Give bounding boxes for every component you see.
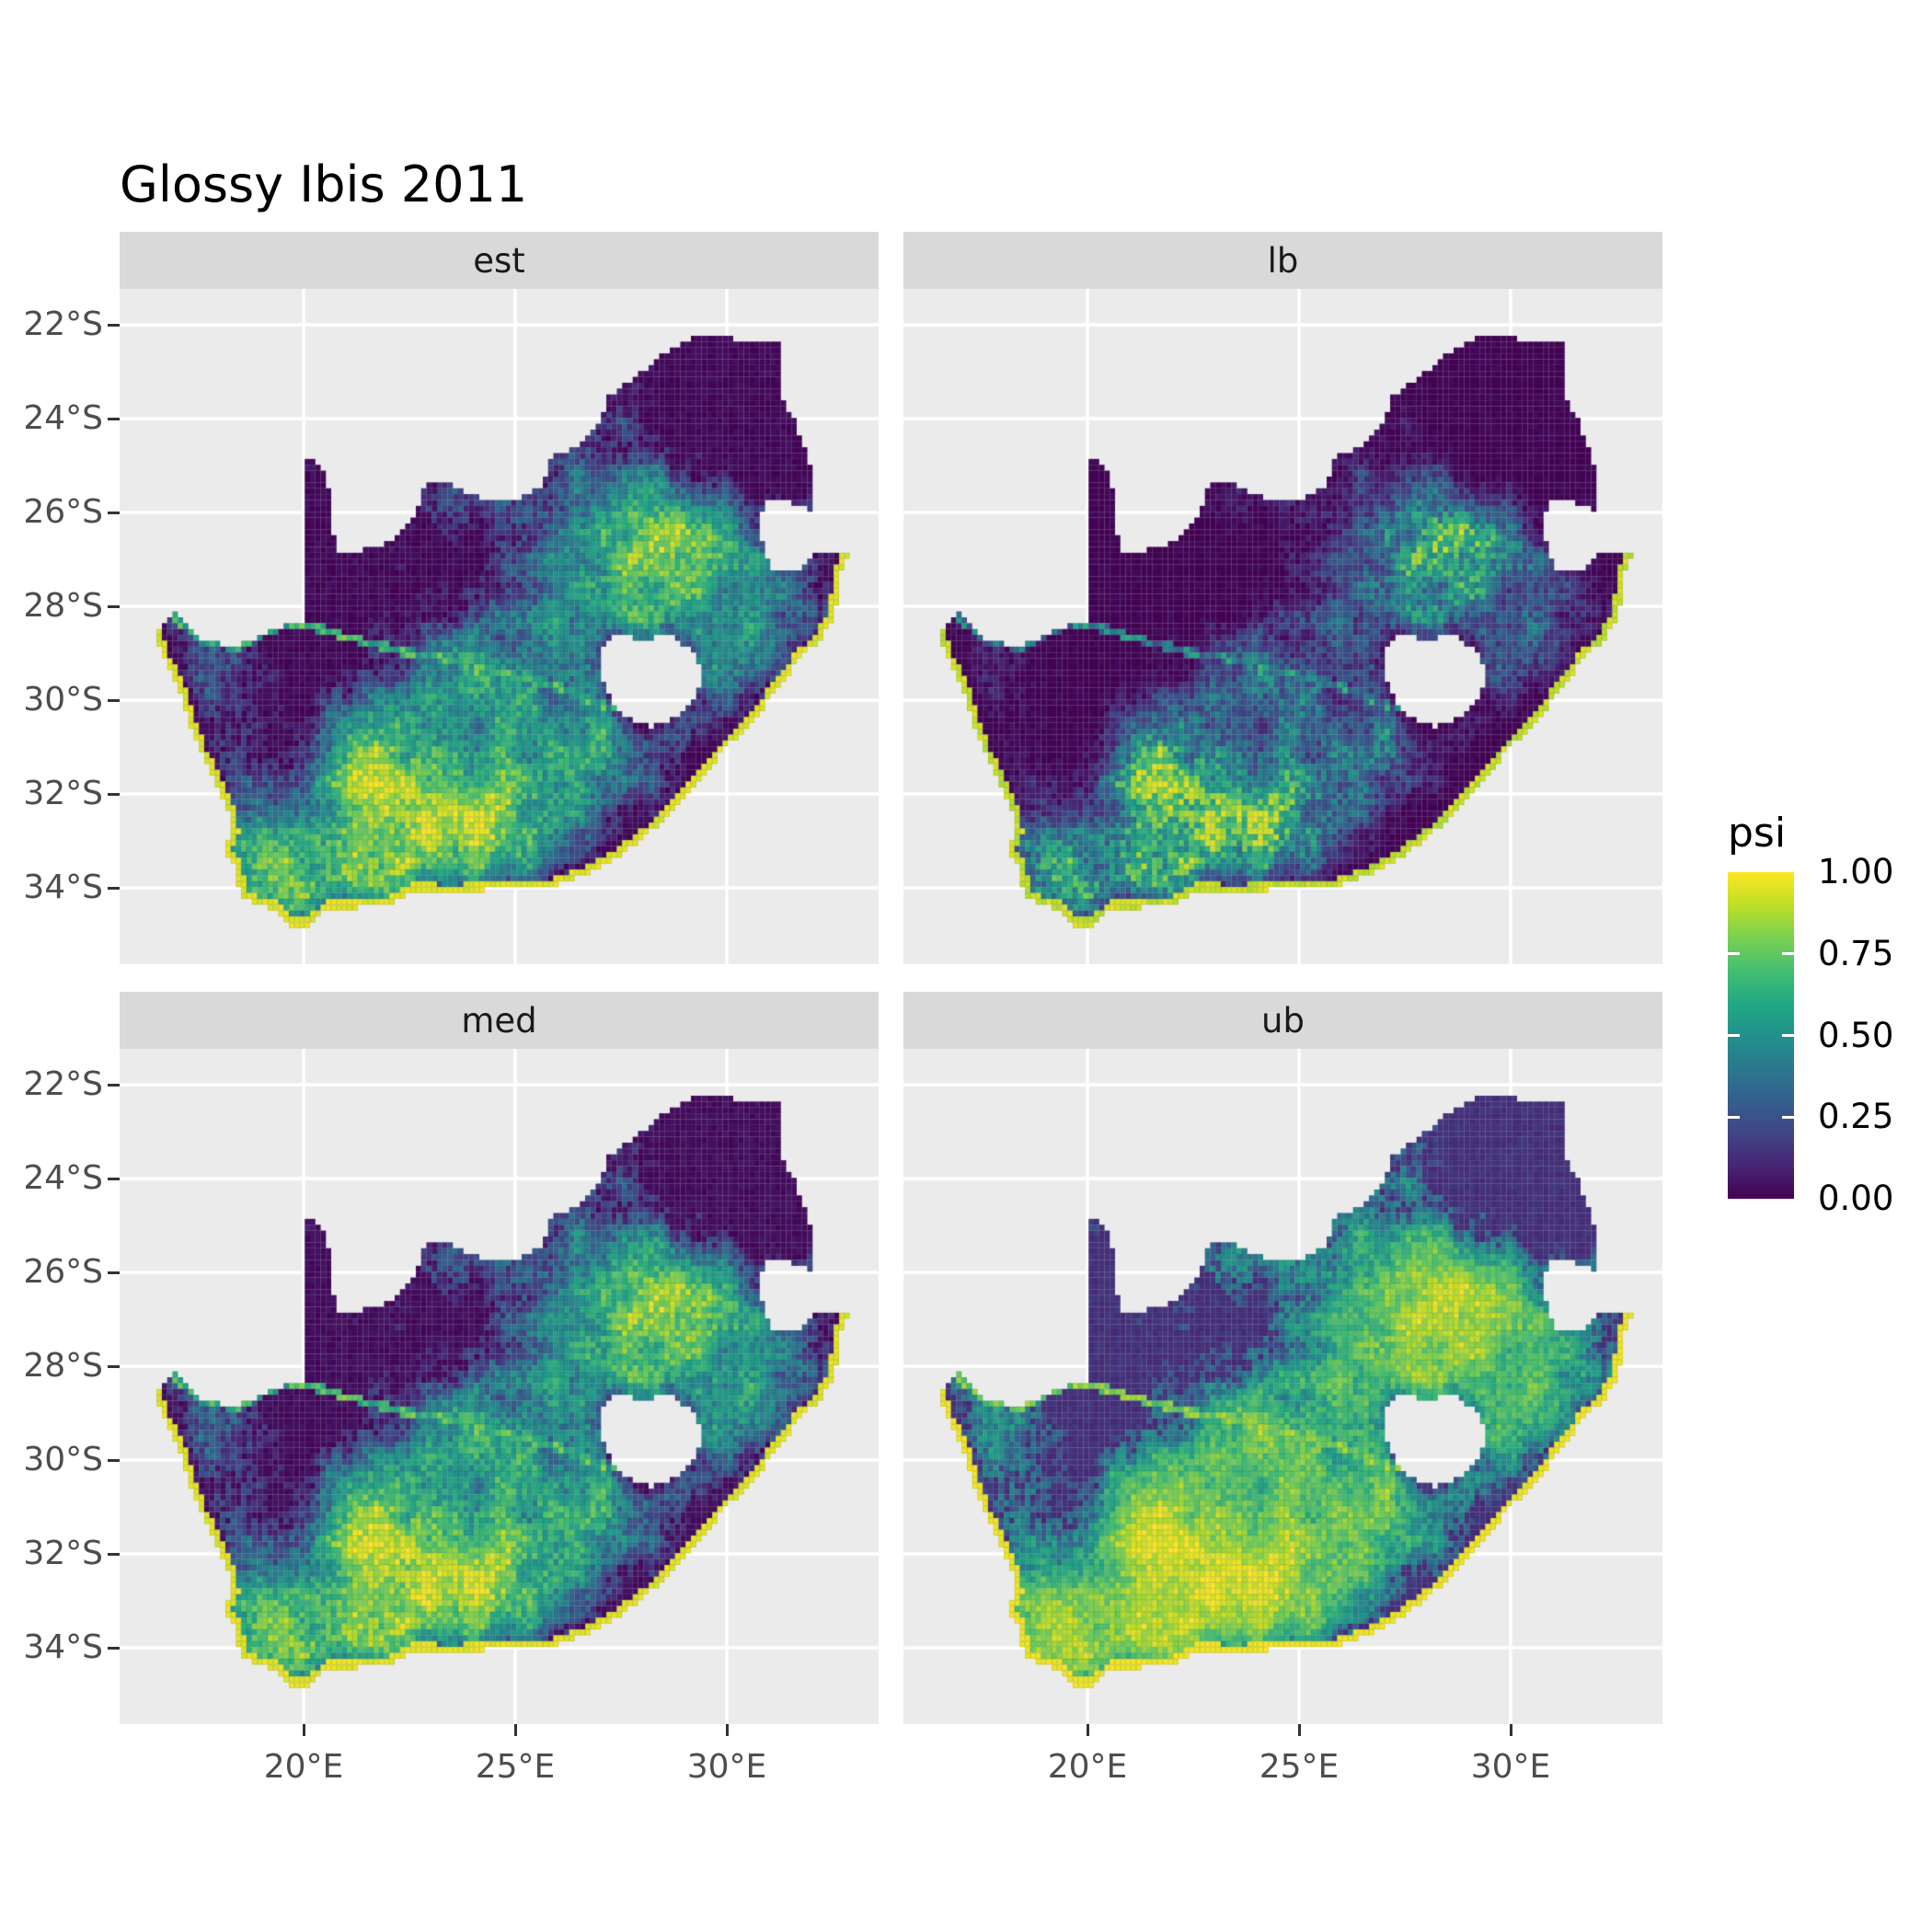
legend-title: psi xyxy=(1728,810,1787,857)
x-axis-label: 30°E xyxy=(686,1748,767,1786)
map-panel-ub xyxy=(903,1049,1662,1724)
y-axis-tick-mark xyxy=(108,698,120,702)
legend-tick-mark xyxy=(1728,1034,1740,1037)
x-axis-tick-mark xyxy=(725,1724,729,1736)
legend-tick-mark xyxy=(1782,1034,1794,1037)
y-axis-tick-mark xyxy=(108,417,120,420)
map-canvas-ub xyxy=(903,1049,1662,1724)
x-axis-tick-mark xyxy=(1086,1724,1089,1736)
x-axis-tick-mark xyxy=(1509,1724,1512,1736)
y-axis-tick-mark xyxy=(108,511,120,514)
facet-strip-label: est xyxy=(473,240,525,281)
y-axis-label: 24°S xyxy=(23,399,103,437)
y-axis-label: 30°S xyxy=(23,681,103,719)
x-axis-tick-mark xyxy=(513,1724,517,1736)
y-axis-label: 22°S xyxy=(23,1065,103,1103)
y-axis-tick-mark xyxy=(108,1458,120,1462)
y-axis-label: 28°S xyxy=(23,1347,103,1385)
map-panel-lb xyxy=(903,289,1662,964)
y-axis-tick-mark xyxy=(108,604,120,608)
y-axis-label: 22°S xyxy=(23,305,103,343)
y-axis-label: 26°S xyxy=(23,1253,103,1291)
y-axis-tick-mark xyxy=(108,886,120,890)
legend-tick-mark xyxy=(1782,1115,1794,1119)
facet-strip-med: med xyxy=(120,992,879,1049)
x-axis-tick-mark xyxy=(302,1724,305,1736)
x-axis-label: 25°E xyxy=(1259,1748,1340,1786)
legend-tick-mark xyxy=(1728,952,1740,956)
y-axis-label: 34°S xyxy=(23,868,103,906)
map-panel-est xyxy=(120,289,879,964)
y-axis-tick-mark xyxy=(108,1646,120,1650)
y-axis-label: 32°S xyxy=(23,1535,103,1572)
y-axis-tick-mark xyxy=(108,792,120,796)
facet-strip-ub: ub xyxy=(903,992,1662,1049)
y-axis-label: 34°S xyxy=(23,1628,103,1666)
x-axis-label: 20°E xyxy=(1047,1748,1128,1786)
y-axis-tick-mark xyxy=(108,1552,120,1556)
x-axis-tick-mark xyxy=(1297,1724,1301,1736)
y-axis-tick-mark xyxy=(108,1177,120,1180)
map-canvas-est xyxy=(120,289,879,964)
y-axis-tick-mark xyxy=(108,323,120,327)
x-axis-label: 20°E xyxy=(263,1748,344,1786)
legend-tick-label: 0.25 xyxy=(1818,1097,1894,1137)
plot-title: Glossy Ibis 2011 xyxy=(120,155,528,213)
y-axis-label: 30°S xyxy=(23,1441,103,1478)
y-axis-tick-mark xyxy=(108,1083,120,1087)
y-axis-label: 28°S xyxy=(23,587,103,625)
legend-tick-label: 0.75 xyxy=(1818,933,1894,973)
legend-tick-mark xyxy=(1782,952,1794,956)
y-axis-tick-mark xyxy=(108,1364,120,1368)
legend-tick-mark xyxy=(1728,1115,1740,1119)
y-axis-tick-mark xyxy=(108,1271,120,1274)
facet-strip-lb: lb xyxy=(903,232,1662,289)
y-axis-label: 26°S xyxy=(23,493,103,531)
map-canvas-lb xyxy=(903,289,1662,964)
legend-tick-label: 0.00 xyxy=(1818,1179,1894,1218)
facet-strip-label: med xyxy=(461,1000,537,1041)
legend-tick-label: 0.50 xyxy=(1818,1015,1894,1055)
x-axis-label: 30°E xyxy=(1470,1748,1551,1786)
map-canvas-med xyxy=(120,1049,879,1724)
legend-tick-label: 1.00 xyxy=(1818,852,1894,891)
facet-strip-label: lb xyxy=(1267,240,1299,281)
map-panel-med xyxy=(120,1049,879,1724)
x-axis-label: 25°E xyxy=(475,1748,556,1786)
y-axis-label: 32°S xyxy=(23,775,103,812)
facet-strip-label: ub xyxy=(1261,1000,1305,1041)
facet-strip-est: est xyxy=(120,232,879,289)
y-axis-label: 24°S xyxy=(23,1159,103,1197)
